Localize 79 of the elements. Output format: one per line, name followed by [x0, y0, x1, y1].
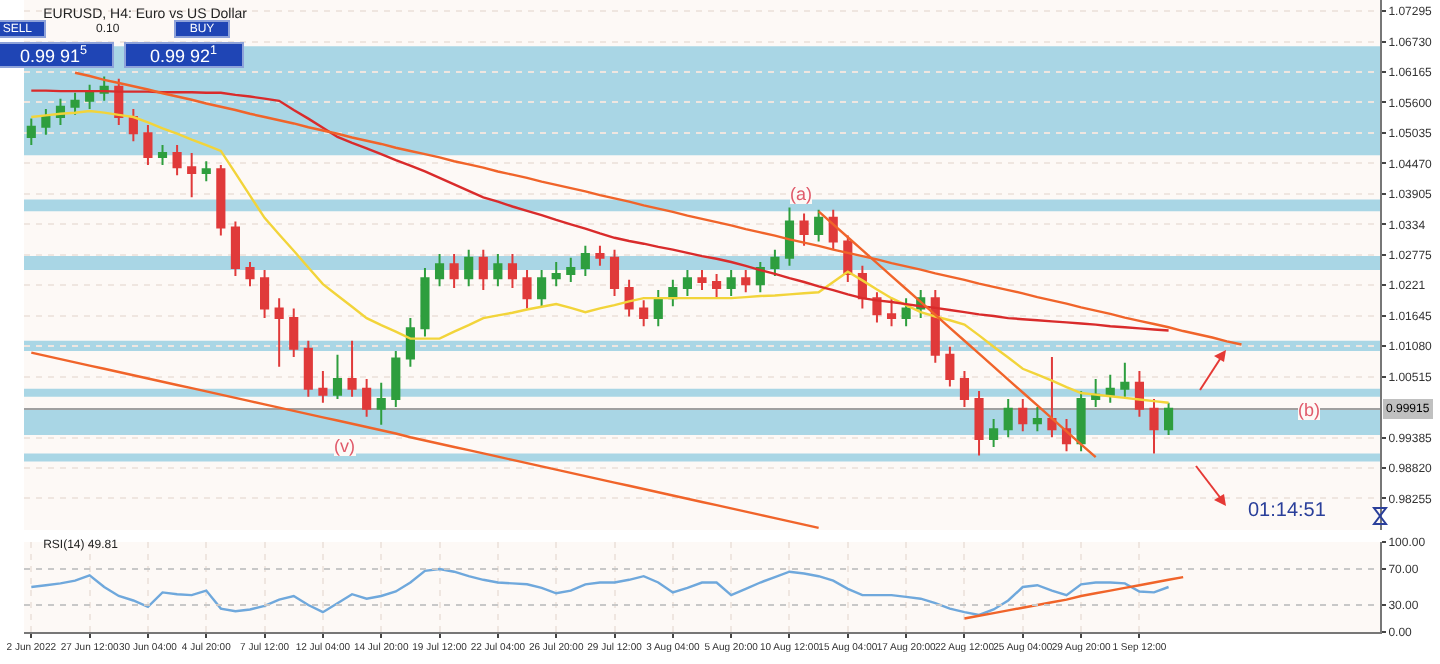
candlestick — [1120, 361, 1130, 398]
candlestick — [260, 269, 270, 320]
annotation: (b) — [1298, 400, 1320, 420]
candlestick — [712, 272, 722, 300]
candlestick — [157, 144, 168, 166]
candlestick — [799, 212, 809, 247]
candlestick — [828, 208, 838, 251]
annotation: 0.99 92$^{1}$ — [149, 44, 219, 66]
candlestick — [493, 252, 503, 288]
candlestick — [362, 378, 372, 418]
candlestick — [974, 389, 984, 457]
candlestick — [814, 208, 824, 243]
candlestick — [741, 269, 751, 294]
candlestick — [128, 107, 138, 143]
candlestick — [989, 417, 999, 448]
candlestick — [143, 124, 153, 166]
candlestick — [172, 144, 182, 177]
candlestick — [274, 297, 284, 368]
candlestick — [653, 289, 663, 328]
candlestick — [639, 299, 649, 328]
candlestick — [784, 206, 795, 267]
candlestick — [551, 261, 561, 288]
candlestick — [187, 152, 197, 199]
candlestick — [1047, 355, 1057, 439]
candlestick — [41, 107, 51, 136]
candlestick — [537, 269, 547, 308]
line-series — [30, 567, 1170, 617]
candlestick — [697, 269, 707, 292]
candlestick — [70, 91, 80, 116]
candlestick — [289, 307, 299, 358]
annotation: (v) — [334, 436, 355, 456]
candlestick — [434, 252, 445, 288]
candlestick — [726, 269, 736, 297]
candlestick — [1164, 401, 1174, 437]
candlestick — [303, 339, 313, 398]
candlestick — [478, 248, 488, 292]
candlestick — [245, 261, 255, 288]
candlestick — [566, 256, 576, 283]
candlestick — [26, 117, 36, 147]
annotation: 0.99 91$^{5}$ — [19, 44, 89, 66]
candlestick — [595, 244, 605, 267]
candlestick — [347, 339, 357, 398]
candlestick — [1018, 397, 1028, 433]
candlestick — [85, 83, 95, 110]
line-series — [30, 109, 1170, 404]
candlestick — [507, 252, 518, 289]
candlestick — [1076, 389, 1086, 453]
candlestick — [959, 369, 970, 409]
candlestick — [1105, 373, 1115, 404]
candlestick — [886, 297, 897, 328]
line-series — [30, 351, 820, 530]
line-series — [30, 89, 1170, 332]
candlestick — [1003, 397, 1013, 439]
candlestick — [420, 266, 430, 338]
candlestick — [376, 381, 386, 426]
candlestick — [318, 369, 328, 404]
candlestick — [464, 248, 474, 288]
line-series — [963, 575, 1185, 620]
candlestick — [609, 248, 620, 297]
candlestick — [405, 317, 415, 368]
candlestick — [1149, 397, 1159, 455]
candlestick — [682, 269, 692, 297]
candlestick — [624, 278, 634, 318]
candlestick — [580, 244, 590, 278]
candlestick — [945, 345, 955, 388]
candlestick — [770, 248, 780, 278]
candlestick — [391, 350, 401, 409]
candlestick — [901, 297, 911, 328]
candlestick — [1032, 406, 1042, 433]
candlestick — [449, 252, 459, 289]
candlestick — [230, 220, 240, 278]
candlestick — [332, 353, 343, 400]
annotation: 01:14:51 — [1248, 500, 1327, 522]
annotation: (a) — [790, 184, 812, 204]
candlestick — [201, 160, 211, 183]
candlestick — [216, 163, 226, 237]
candlestick — [1134, 369, 1144, 418]
candlestick — [668, 278, 678, 308]
candlestick — [522, 269, 532, 310]
